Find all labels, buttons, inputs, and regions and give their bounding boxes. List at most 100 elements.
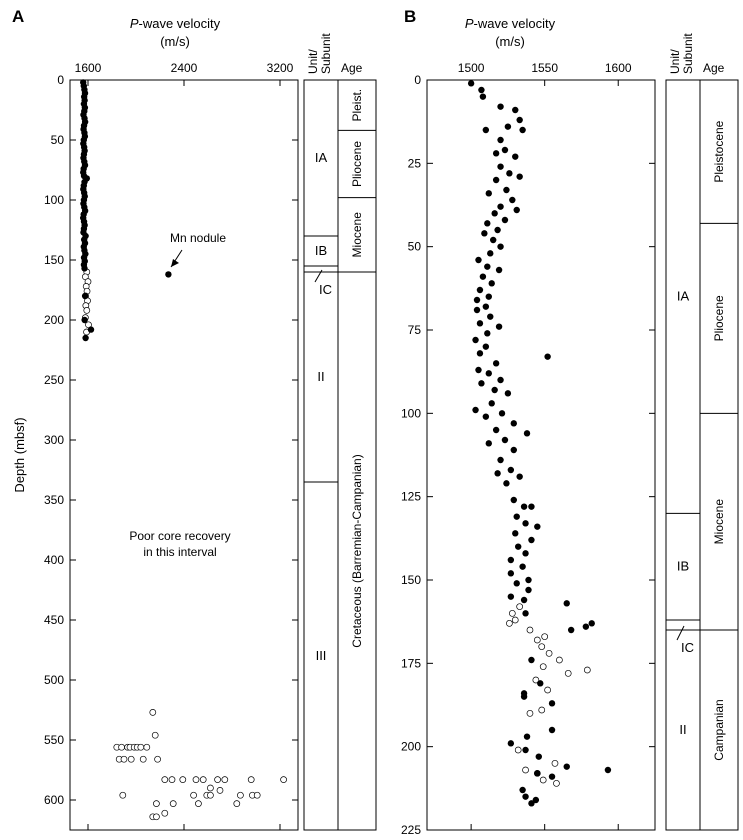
panel-b-filled-point <box>488 400 495 407</box>
panel-b-filled-point <box>479 93 487 100</box>
panel-a-open-point <box>137 743 145 751</box>
panel-b-filled-point <box>535 753 542 760</box>
panel-b-open-point <box>538 643 546 651</box>
panel-b-y-tick-label: 75 <box>408 323 422 337</box>
panel-b-age-label: Pleistocene <box>712 120 726 182</box>
panel-a-y-tick-label: 500 <box>44 673 64 687</box>
panel-a-age-label: Pleist. <box>350 89 364 122</box>
panel-b-open-point <box>506 619 513 627</box>
panel-b-filled-point <box>498 410 506 417</box>
panel-b-filled-point <box>476 286 484 294</box>
panel-a-y-tick-label: 250 <box>44 373 64 387</box>
panel-a-letter: A <box>12 7 24 26</box>
panel-b-x-tick-label: 1600 <box>605 61 632 75</box>
panel-b-filled-point <box>522 610 529 617</box>
panel-b-filled-point <box>604 766 612 774</box>
panel-a-open-point <box>119 791 127 799</box>
panel-a-open-point <box>207 784 214 792</box>
panel-b-unit-column <box>665 79 701 831</box>
panel-b-filled-point <box>494 470 501 477</box>
panel-b-filled-point <box>516 473 523 480</box>
panel-b-filled-point <box>504 390 512 397</box>
panel-a-age-label: Cretaceous (Barremian-Campanian) <box>350 454 364 647</box>
panel-a-open-point <box>190 791 197 799</box>
panel-b-age-label: Campanian <box>712 699 726 760</box>
panel-b-open-point <box>553 779 560 787</box>
panel-b-filled-point <box>484 220 491 227</box>
panel-a-mn-nodule-label: Mn nodule <box>170 231 226 245</box>
panel-b-filled-point <box>582 623 590 630</box>
panel-b-filled-point <box>513 206 520 214</box>
panel-a-open-point <box>253 791 261 799</box>
panel-a-x-axis-title: P-wave velocity <box>130 16 221 31</box>
panel-b-y-tick-label: 50 <box>408 240 422 254</box>
panel-b-filled-point <box>497 203 504 210</box>
panel-b-filled-point <box>528 503 535 510</box>
panel-a-open-point <box>120 755 128 763</box>
panel-b-filled-point <box>522 746 529 754</box>
panel-b-open-point <box>556 656 563 664</box>
panel-b-open-point <box>545 649 553 657</box>
panel-a-y-tick-label: 600 <box>44 793 64 807</box>
panel-a-age-header: Age <box>341 61 363 75</box>
panel-b-filled-point <box>473 306 481 314</box>
panel-b-filled-point <box>522 550 529 557</box>
panel-a-unit-header: Subunit <box>319 33 333 74</box>
panel-b-filled-point <box>510 446 517 454</box>
panel-b-filled-point <box>497 243 504 250</box>
panel-b-age-label: Pliocene <box>712 295 726 341</box>
panel-a-unit-label: III <box>316 648 327 663</box>
panel-b-filled-point <box>485 190 492 197</box>
panel-a-open-point <box>127 755 135 763</box>
panel-b-filled-point <box>475 366 482 374</box>
panel-b-y-tick-label: 150 <box>401 573 421 587</box>
panel-b-filled-point <box>488 280 495 287</box>
panel-b-filled-point <box>588 620 595 627</box>
panel-b-filled-point <box>563 763 570 770</box>
panel-b-filled-point <box>495 323 503 330</box>
panel-a-open-point <box>149 709 157 716</box>
panel-b-age-column <box>699 79 739 831</box>
panel-a-open-point <box>237 791 244 799</box>
panel-b-filled-point <box>510 496 517 504</box>
panel-b-filled-point <box>472 336 479 344</box>
panel-a-open-point <box>153 813 160 821</box>
panel-b-filled-point <box>497 136 504 144</box>
panel-b-filled-point <box>519 563 526 570</box>
panel-b-unit-label: II <box>679 722 686 737</box>
panel-b-filled-point <box>497 103 504 110</box>
panel-b-filled-point <box>482 413 490 420</box>
panel-b-open-point <box>508 609 516 617</box>
panel-b-filled-point <box>520 596 528 604</box>
panel-b-filled-point <box>478 380 485 387</box>
panel-a-open-point <box>161 809 169 817</box>
panel-b-filled-point <box>489 236 497 244</box>
panel-b-y-tick-label: 225 <box>401 823 421 837</box>
panel-b-y-tick-label: 175 <box>401 656 421 670</box>
panel-b-filled-point <box>509 196 516 204</box>
panel-b-filled-point <box>504 123 512 130</box>
panel-a-age-column <box>337 79 377 831</box>
panel-a-age-label: Pliocene <box>350 141 364 187</box>
panel-a-y-tick-label: 200 <box>44 313 64 327</box>
panel-b-open-point <box>516 603 524 611</box>
panel-b-unit-label: IB <box>677 559 689 574</box>
panel-b-filled-point <box>482 126 490 134</box>
panel-a-filled-point <box>81 316 88 324</box>
panel-b-filled-point <box>501 146 509 154</box>
panel-a-x-axis-units: (m/s) <box>160 34 190 49</box>
panel-a-x-tick-label: 3200 <box>267 61 294 75</box>
panel-b-filled-point <box>516 173 523 180</box>
panel-b-filled-point <box>513 580 520 587</box>
panel-b-filled-point <box>476 320 484 327</box>
panel-a-y-tick-label: 400 <box>44 553 64 567</box>
panel-b-filled-point <box>507 740 515 747</box>
panel-b-filled-point <box>492 360 500 367</box>
panel-b-x-tick-label: 1500 <box>458 61 485 75</box>
panel-b-filled-point <box>522 793 529 800</box>
panel-a-x-tick-label: 2400 <box>171 61 198 75</box>
panel-b-filled-point <box>485 440 492 447</box>
panel-b-x-axis-title: P-wave velocity <box>465 16 556 31</box>
panel-b-y-tick-label: 100 <box>401 406 421 420</box>
panel-a-open-point <box>83 307 91 314</box>
